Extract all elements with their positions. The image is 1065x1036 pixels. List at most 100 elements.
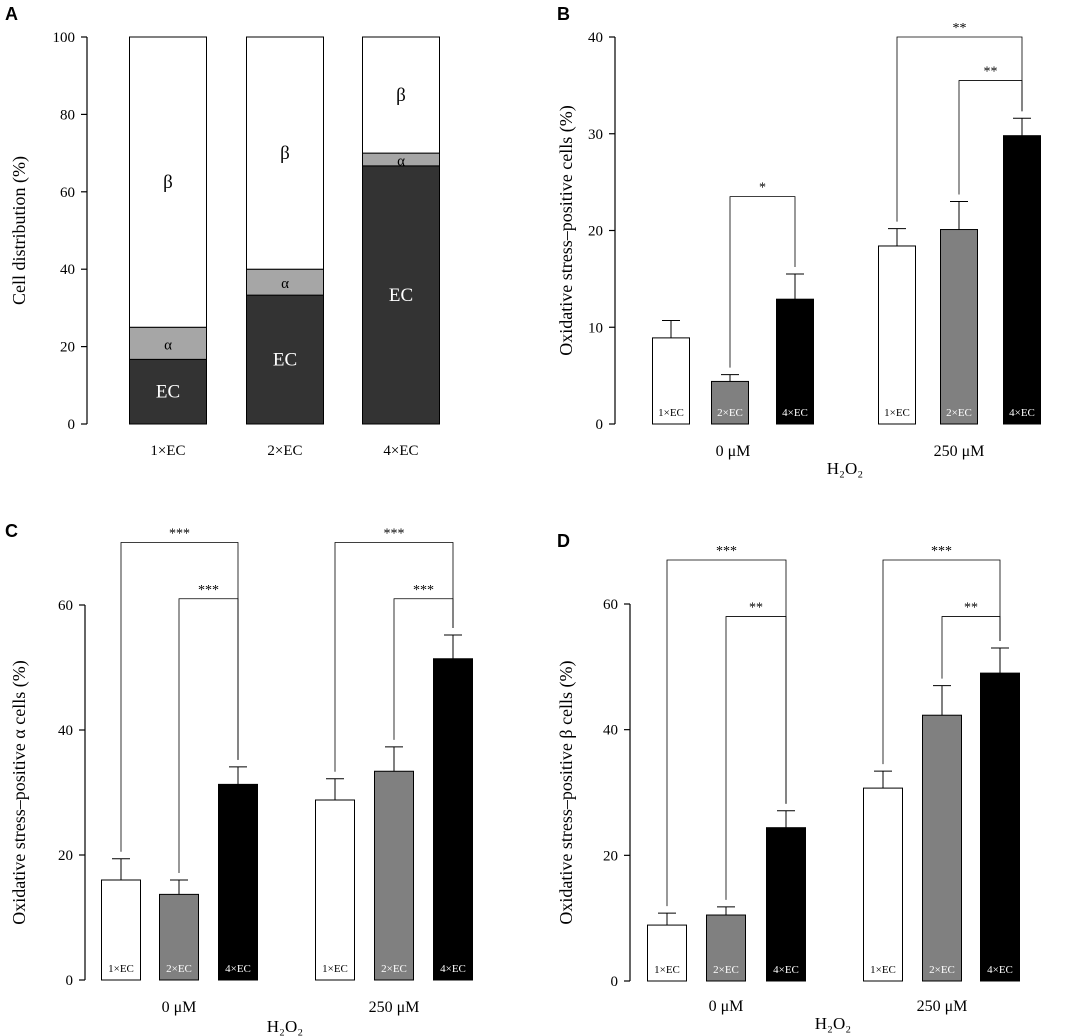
bar: [433, 658, 473, 981]
y-tick-label: 0: [596, 417, 604, 433]
bar-label: 2×EC: [946, 407, 972, 419]
significance-marker: ***: [384, 527, 405, 542]
bar: [922, 714, 962, 982]
significance-marker: **: [953, 21, 967, 36]
bar-label: 1×EC: [870, 964, 896, 976]
bar: [101, 879, 141, 981]
x-axis-title: H₂O₂: [267, 1017, 303, 1036]
bar: [863, 787, 903, 982]
bar: [315, 799, 355, 981]
bar-segment-alpha: [129, 326, 207, 360]
segment-label: β: [396, 85, 406, 106]
y-tick-label: 80: [60, 107, 75, 123]
segment-label: EC: [273, 350, 297, 371]
significance-marker: ***: [931, 544, 952, 559]
bar: [652, 337, 690, 425]
bar-label: 4×EC: [225, 963, 251, 975]
y-tick-label: 20: [58, 848, 73, 864]
bar-label: 1×EC: [654, 964, 680, 976]
bar-label: 4×EC: [440, 963, 466, 975]
segment-label: β: [163, 172, 173, 193]
segment-label: EC: [156, 382, 180, 403]
panel-letter: C: [5, 521, 18, 541]
group-label: 0 μM: [162, 999, 197, 1016]
group-label: 0 μM: [709, 998, 744, 1015]
significance-bracket: [882, 559, 1001, 765]
y-tick-label: 20: [60, 340, 75, 356]
category-label: 4×EC: [383, 443, 418, 459]
bar: [647, 924, 687, 982]
y-axis-title: Oxidative stress–positive α cells (%): [9, 660, 30, 924]
bar-label: 2×EC: [929, 964, 955, 976]
segment-label: α: [164, 337, 172, 353]
category-label: 1×EC: [150, 443, 185, 459]
segment-label: β: [280, 143, 290, 164]
panel-c: C 0 20 40 60 Oxidative stress–positive α cell…: [5, 521, 473, 1036]
y-tick-label: 40: [588, 30, 603, 46]
bar-label: 4×EC: [1009, 407, 1035, 419]
y-tick-label: 100: [53, 30, 76, 46]
segment-label: EC: [389, 285, 413, 306]
x-axis-title: H₂O₂: [815, 1014, 851, 1033]
bar-segment-beta: [129, 36, 207, 328]
significance-bracket: [896, 36, 1023, 222]
group-label: 0 μM: [716, 443, 751, 460]
bar: [878, 245, 916, 425]
bar-label: 4×EC: [782, 407, 808, 419]
significance-bracket: [666, 559, 787, 907]
bar-segment-beta: [246, 36, 324, 270]
y-axis-title: Oxidative stress–positive β cells (%): [556, 660, 577, 924]
y-tick-label: 20: [588, 224, 603, 240]
bar: [218, 783, 258, 981]
bar-label: 1×EC: [108, 963, 134, 975]
panel-letter: B: [557, 4, 570, 24]
bar-segment-ec: [129, 358, 207, 425]
significance-bracket: [729, 196, 796, 368]
y-tick-label: 0: [611, 974, 619, 990]
y-axis-title: Oxidative stress–positive cells (%): [556, 105, 577, 355]
bar: [776, 298, 814, 425]
y-tick-label: 40: [60, 262, 75, 278]
bar: [766, 827, 806, 982]
significance-marker: **: [749, 601, 763, 616]
segment-label: α: [281, 276, 289, 292]
y-tick-label: 60: [603, 597, 618, 613]
bar: [159, 893, 199, 981]
bar: [1003, 135, 1041, 425]
significance-marker: **: [964, 601, 978, 616]
significance-bracket: [334, 542, 454, 772]
category-label: 2×EC: [267, 443, 302, 459]
bar-label: 2×EC: [166, 963, 192, 975]
bar-label: 1×EC: [322, 963, 348, 975]
significance-marker: ***: [716, 544, 737, 559]
y-tick-label: 40: [603, 723, 618, 739]
y-tick-label: 30: [588, 127, 603, 143]
significance-marker: ***: [413, 583, 434, 598]
y-tick-label: 60: [58, 598, 73, 614]
bar-label: 1×EC: [658, 407, 684, 419]
bar-label: 4×EC: [773, 964, 799, 976]
panel-letter: D: [557, 531, 570, 551]
bar-label: 2×EC: [717, 407, 743, 419]
y-axis-title: Cell distribution (%): [9, 156, 30, 305]
group-label: 250 μM: [934, 443, 985, 460]
bar-label: 2×EC: [713, 964, 739, 976]
y-tick-label: 0: [66, 973, 74, 989]
panel-letter: A: [5, 4, 18, 24]
y-tick-label: 20: [603, 848, 618, 864]
panel-a: A 0 20 40 60 80 100 Cell distribution (%) EC α β 1×…: [5, 4, 440, 459]
bar-label: 2×EC: [381, 963, 407, 975]
y-tick-label: 10: [588, 320, 603, 336]
significance-marker: *: [759, 181, 766, 196]
bar-label: 1×EC: [884, 407, 910, 419]
segment-label: α: [397, 153, 405, 169]
x-axis-title: H₂O₂: [827, 459, 863, 478]
bar: [940, 229, 978, 425]
group-label: 250 μM: [917, 998, 968, 1015]
bar-segment-ec: [246, 294, 324, 425]
bar-segment-beta: [362, 36, 440, 154]
significance-marker: **: [984, 65, 998, 80]
significance-marker: ***: [169, 527, 190, 542]
bar: [980, 672, 1020, 982]
